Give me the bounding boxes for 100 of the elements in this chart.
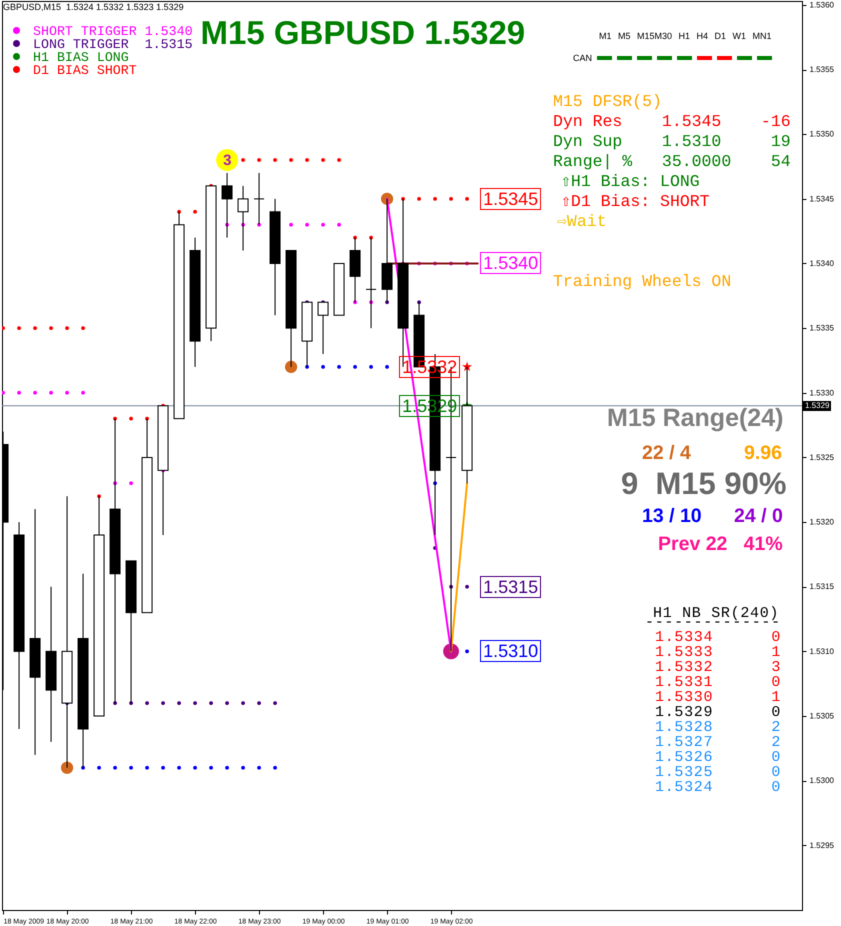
annotation: 1.5329 0 xyxy=(655,704,782,722)
point xyxy=(65,390,69,395)
point xyxy=(257,158,261,162)
y-tick-label: 1.5355 xyxy=(810,65,835,74)
point xyxy=(17,326,21,330)
annotation: H1 BIAS LONG xyxy=(33,50,129,65)
annotation: 1.5340 xyxy=(480,252,542,274)
point xyxy=(193,210,197,214)
annotation: 9 M15 90% xyxy=(621,466,786,501)
annotation: 9.96 xyxy=(744,442,782,464)
point xyxy=(257,701,261,705)
annotation: 1.5332 3 xyxy=(655,659,782,676)
point xyxy=(321,365,325,369)
annotation: LONG TRIGGER 1.5315 xyxy=(33,36,193,52)
point xyxy=(193,701,197,705)
annotation: Dyn Sup 1.5310 19 xyxy=(553,132,791,151)
point xyxy=(241,766,245,770)
ref-line-label: 1.5329 xyxy=(803,400,832,411)
chart-subtitle: GBPUSD,M15 1.5324 1.5332 1.5323 1.5329 xyxy=(3,2,184,12)
point xyxy=(65,326,69,330)
point xyxy=(465,196,469,201)
y-tick-label: 1.5330 xyxy=(810,388,835,398)
annotation: 1.5330 1 xyxy=(655,689,782,706)
point xyxy=(337,365,341,369)
candlestick xyxy=(318,302,329,354)
candlestick xyxy=(222,172,233,238)
point xyxy=(465,650,469,654)
annotation: 1.5315 xyxy=(480,576,542,598)
point xyxy=(177,766,181,770)
point xyxy=(465,584,469,589)
point xyxy=(321,158,325,162)
y-tick-label: 1.5310 xyxy=(810,646,835,656)
point xyxy=(209,701,213,705)
y-tick-label: 1.5315 xyxy=(810,582,835,592)
y-tick-label: 1.5350 xyxy=(810,130,835,139)
point xyxy=(97,766,101,770)
candlestick xyxy=(254,172,265,226)
point xyxy=(385,365,389,369)
point xyxy=(337,222,341,227)
annotation: M15 Range(24) xyxy=(607,404,784,432)
y-tick-label: 1.5345 xyxy=(810,194,835,204)
point xyxy=(273,158,277,162)
annotation: M15 DFSR(5) xyxy=(553,92,662,111)
annotation: 1.5333 1 xyxy=(655,644,782,662)
annotation: Dyn Res 1.5345 -16 xyxy=(553,112,791,131)
annotation: 13 / 10 xyxy=(642,504,702,526)
annotation: 1.5326 0 xyxy=(655,749,782,766)
point xyxy=(305,158,309,162)
point xyxy=(81,390,85,395)
point xyxy=(129,481,133,486)
point xyxy=(241,158,245,162)
point xyxy=(433,196,437,201)
point xyxy=(209,766,213,770)
point xyxy=(2,390,5,395)
annotation: 1.5334 0 xyxy=(655,629,782,646)
annotation: 1.5331 0 xyxy=(655,674,782,692)
point xyxy=(49,326,53,330)
point xyxy=(289,222,293,227)
annotation: Training Wheels ON xyxy=(553,272,732,291)
point xyxy=(129,766,133,770)
point xyxy=(241,701,245,705)
point xyxy=(60,762,74,774)
point xyxy=(305,222,309,227)
point xyxy=(145,766,149,770)
point xyxy=(193,766,197,770)
y-tick-label: 1.5305 xyxy=(810,712,835,721)
chart-title: M15 GBPUSD 1.5329 xyxy=(200,14,526,51)
point xyxy=(321,222,325,227)
y-tick-label: 1.5320 xyxy=(810,518,835,527)
point xyxy=(289,158,293,162)
point xyxy=(113,766,117,770)
annotation: Prev 22 41% xyxy=(658,533,783,555)
annotation: 24 / 0 xyxy=(734,504,783,526)
point xyxy=(161,701,165,705)
y-tick-label: 1.5300 xyxy=(810,776,835,786)
point xyxy=(2,326,5,330)
point xyxy=(225,701,229,705)
annotation: 1.5324 0 xyxy=(655,779,782,796)
point xyxy=(449,196,453,201)
annotation: 1.5310 xyxy=(480,640,542,662)
annotation: M1 M5 M15M30 H1 H4 D1 W1 MN1 xyxy=(599,30,772,41)
point xyxy=(33,326,37,330)
annotation: Range| % 35.0000 54 xyxy=(553,152,791,171)
annotation: CAN xyxy=(573,52,592,63)
point xyxy=(273,701,277,705)
point xyxy=(145,701,149,705)
y-tick-label: 1.5335 xyxy=(810,324,835,333)
annotation: 22 / 4 xyxy=(642,442,691,464)
point xyxy=(353,365,357,369)
point xyxy=(369,365,373,369)
y-tick-label: 1.5325 xyxy=(810,452,835,462)
y-tick-label: 1.5340 xyxy=(810,258,835,268)
annotation: SHORT TRIGGER 1.5340 xyxy=(33,24,193,39)
point xyxy=(257,766,261,770)
annotation: ⇨Wait xyxy=(557,212,607,231)
point xyxy=(161,766,165,770)
candlestick xyxy=(366,237,377,329)
annotation: ⇧H1 Bias: LONG xyxy=(561,172,700,191)
point xyxy=(129,416,133,421)
annotation: 3 xyxy=(223,152,232,169)
